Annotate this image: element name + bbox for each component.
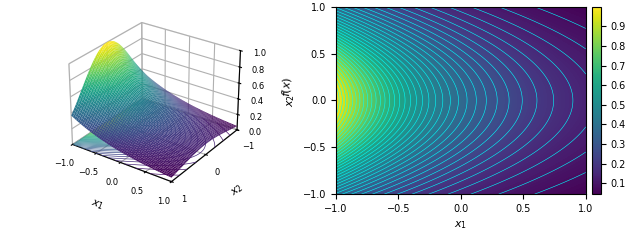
X-axis label: $x_1$: $x_1$ bbox=[90, 197, 106, 212]
Y-axis label: $x_2$: $x_2$ bbox=[285, 94, 297, 107]
Y-axis label: $x_2$: $x_2$ bbox=[228, 182, 246, 199]
X-axis label: $x_1$: $x_1$ bbox=[454, 219, 467, 231]
